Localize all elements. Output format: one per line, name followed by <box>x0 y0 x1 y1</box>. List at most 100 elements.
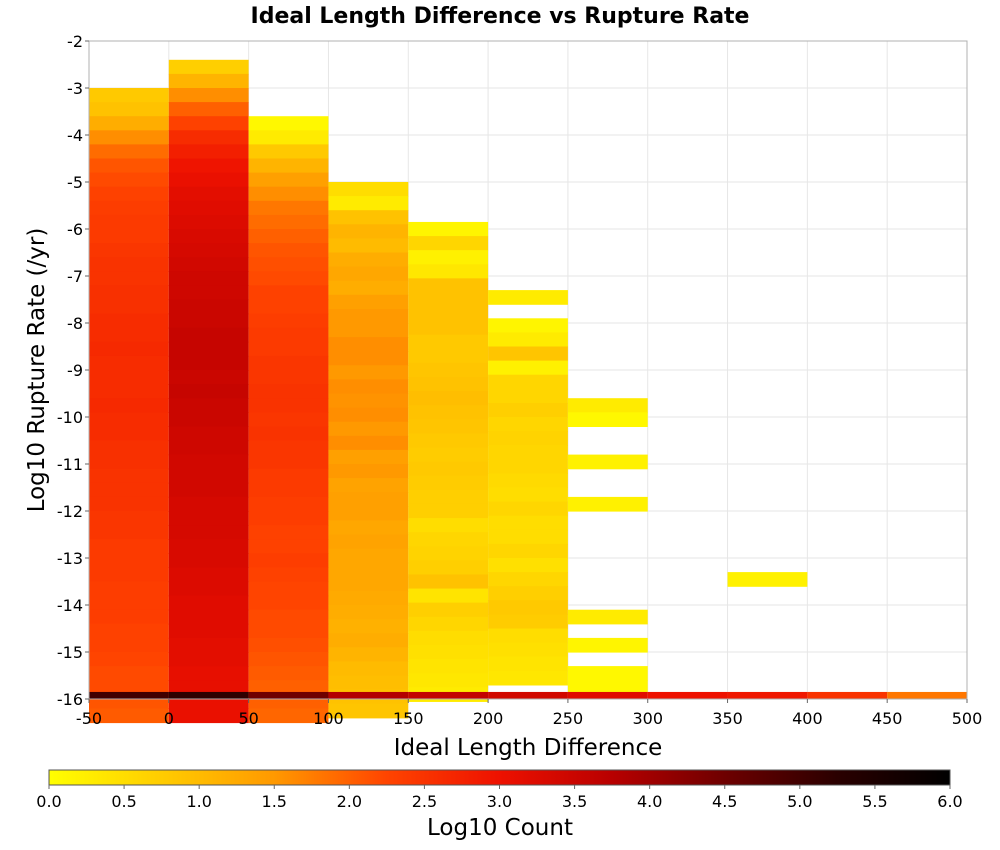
heatmap-cell <box>248 257 329 272</box>
heatmap-cell <box>89 708 169 724</box>
heatmap-cell <box>168 285 249 301</box>
heatmap-bottom-cell <box>807 691 888 699</box>
heatmap-bottom-cell <box>89 691 169 699</box>
heatmap-cell <box>408 546 489 561</box>
heatmap-cell <box>248 567 329 583</box>
heatmap-cell <box>408 630 489 646</box>
x-tick-label: 200 <box>473 709 504 728</box>
heatmap-cell <box>328 182 409 197</box>
x-axis: -50 0 50 100 150 200 250 300 350 400 450 500 <box>76 699 982 728</box>
heatmap-cell <box>408 602 489 618</box>
x-tick-label: 500 <box>952 709 983 728</box>
colorbar-tick-label: 6.0 <box>937 792 962 811</box>
heatmap-cell <box>328 590 409 606</box>
heatmap-cell <box>408 659 489 674</box>
heatmap-cell <box>89 214 169 230</box>
heatmap-cell <box>248 609 329 625</box>
heatmap-cell <box>168 73 249 89</box>
heatmap-cell <box>488 290 568 305</box>
heatmap-cell <box>567 496 648 512</box>
heatmap-cell <box>328 351 409 366</box>
heatmap-cell <box>248 708 329 724</box>
heatmap-cell <box>408 475 489 491</box>
heatmap-cell <box>408 489 489 505</box>
heatmap-cell <box>408 377 489 392</box>
heatmap-cell <box>488 459 568 474</box>
heatmap-cell <box>89 553 169 568</box>
heatmap-cell <box>89 271 169 286</box>
heatmap-cell <box>89 398 169 413</box>
heatmap-cell <box>408 419 489 435</box>
heatmap-cell <box>89 666 169 681</box>
heatmap-cell <box>328 238 409 254</box>
heatmap-cell <box>567 398 648 413</box>
heatmap-cell <box>328 435 409 451</box>
heatmap-cell <box>168 186 249 202</box>
heatmap-cell <box>89 355 169 371</box>
heatmap-cell <box>89 511 169 526</box>
heatmap-cell <box>408 306 489 322</box>
heatmap-cell <box>168 229 249 244</box>
heatmap-cell <box>168 525 249 540</box>
heatmap-cell <box>328 633 409 648</box>
heatmap-cell <box>328 252 409 268</box>
heatmap-cell <box>408 334 489 350</box>
heatmap-cell <box>408 644 489 660</box>
heatmap-cell <box>168 680 249 695</box>
heatmap-cell <box>168 496 249 512</box>
x-tick-label: 350 <box>712 709 743 728</box>
heatmap-cell <box>408 518 489 533</box>
heatmap-cell <box>168 144 249 160</box>
heatmap-cell <box>168 271 249 286</box>
heatmap-cell <box>328 210 409 225</box>
heatmap-cell <box>488 642 568 658</box>
heatmap-cell <box>248 116 329 131</box>
heatmap-cell <box>89 468 169 484</box>
heatmap-cell <box>248 229 329 244</box>
x-axis-label: Ideal Length Difference <box>394 735 663 761</box>
heatmap-cell <box>168 158 249 174</box>
heatmap-cell <box>408 673 489 688</box>
heatmap-cell <box>168 440 249 456</box>
heatmap-cell <box>168 708 249 724</box>
colorbar-tick-label: 5.0 <box>787 792 812 811</box>
heatmap-bottom-cell <box>647 691 728 699</box>
heatmap-cell <box>248 355 329 371</box>
colorbar <box>48 769 951 786</box>
heatmap-cell <box>248 482 329 498</box>
heatmap-cell <box>488 487 568 503</box>
heatmap-cell <box>248 553 329 568</box>
heatmap-cell <box>328 449 409 465</box>
heatmap-cell <box>168 172 249 188</box>
heatmap-cell <box>328 520 409 536</box>
colorbar-tick-label: 3.0 <box>487 792 512 811</box>
heatmap-cell <box>408 588 489 604</box>
heatmap-cell <box>168 454 249 470</box>
heatmap-cell <box>89 581 169 597</box>
heatmap-cell <box>408 348 489 364</box>
y-tick-label: -3 <box>67 79 83 98</box>
heatmap-cell <box>408 236 489 251</box>
heatmap-cell <box>488 402 568 418</box>
heatmap-cell <box>89 243 169 258</box>
heatmap-cell <box>89 539 169 554</box>
heatmap-cell <box>248 200 329 216</box>
heatmap-cell <box>248 285 329 301</box>
heatmap-cell <box>89 567 169 583</box>
heatmap-cell <box>488 346 568 362</box>
heatmap-cell <box>168 88 249 103</box>
heatmap-bottom-cell <box>408 691 489 699</box>
heatmap-cell <box>168 355 249 371</box>
heatmap-cell <box>328 548 409 564</box>
heatmap-cell <box>248 496 329 512</box>
heatmap-bottom-cell <box>488 691 568 699</box>
heatmap-cell <box>168 116 249 131</box>
heatmap-cell <box>328 647 409 662</box>
heatmap-bottom-cell <box>168 691 249 699</box>
heatmap-cell <box>89 370 169 385</box>
y-tick-label: -6 <box>67 220 83 239</box>
heatmap-cell <box>248 243 329 258</box>
heatmap-cell <box>488 318 568 333</box>
heatmap-cell <box>248 172 329 188</box>
